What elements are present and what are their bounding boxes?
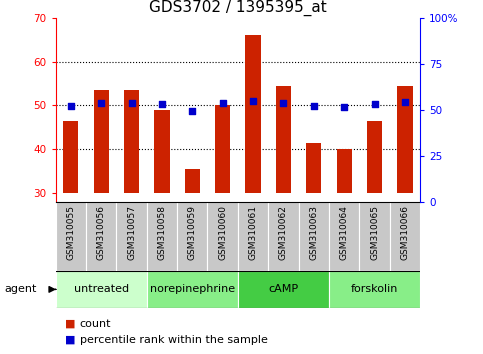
Point bbox=[219, 101, 227, 106]
Text: ■: ■ bbox=[65, 335, 76, 345]
Text: GSM310060: GSM310060 bbox=[218, 205, 227, 260]
Text: GSM310063: GSM310063 bbox=[309, 205, 318, 260]
Bar bbox=[367, 121, 382, 193]
Text: norepinephrine: norepinephrine bbox=[150, 284, 235, 295]
Bar bbox=[86, 202, 116, 271]
Bar bbox=[298, 202, 329, 271]
Text: GSM310058: GSM310058 bbox=[157, 205, 167, 260]
Point bbox=[158, 101, 166, 107]
Text: GSM310059: GSM310059 bbox=[188, 205, 197, 260]
Bar bbox=[337, 149, 352, 193]
Bar bbox=[208, 202, 238, 271]
Point bbox=[371, 101, 379, 107]
Text: GSM310064: GSM310064 bbox=[340, 205, 349, 260]
Bar bbox=[147, 271, 238, 308]
Text: agent: agent bbox=[5, 284, 37, 295]
Text: GSM310066: GSM310066 bbox=[400, 205, 410, 260]
Bar bbox=[245, 35, 261, 193]
Bar bbox=[238, 271, 329, 308]
Bar bbox=[94, 90, 109, 193]
Point bbox=[128, 101, 135, 106]
Bar bbox=[329, 202, 359, 271]
Text: percentile rank within the sample: percentile rank within the sample bbox=[80, 335, 268, 345]
Text: ■: ■ bbox=[65, 319, 76, 329]
Bar bbox=[329, 271, 420, 308]
Bar bbox=[268, 202, 298, 271]
Bar bbox=[215, 105, 230, 193]
Bar bbox=[177, 202, 208, 271]
Point bbox=[341, 104, 348, 110]
Bar bbox=[116, 202, 147, 271]
Point bbox=[401, 99, 409, 105]
Bar bbox=[276, 86, 291, 193]
Text: GSM310061: GSM310061 bbox=[249, 205, 257, 260]
Point bbox=[249, 99, 257, 104]
Bar bbox=[390, 202, 420, 271]
Bar bbox=[306, 143, 322, 193]
Text: GSM310057: GSM310057 bbox=[127, 205, 136, 260]
Bar bbox=[63, 121, 78, 193]
Bar bbox=[238, 202, 268, 271]
Point bbox=[280, 101, 287, 106]
Bar bbox=[147, 202, 177, 271]
Bar bbox=[124, 90, 139, 193]
Text: GSM310065: GSM310065 bbox=[370, 205, 379, 260]
Bar bbox=[398, 86, 412, 193]
Text: cAMP: cAMP bbox=[269, 284, 298, 295]
Title: GDS3702 / 1395395_at: GDS3702 / 1395395_at bbox=[149, 0, 327, 16]
Point bbox=[67, 103, 74, 109]
Text: forskolin: forskolin bbox=[351, 284, 398, 295]
Point bbox=[188, 108, 196, 114]
Bar bbox=[185, 169, 200, 193]
Bar bbox=[154, 110, 170, 193]
Bar bbox=[56, 202, 86, 271]
Point bbox=[97, 101, 105, 106]
Text: untreated: untreated bbox=[73, 284, 128, 295]
Bar bbox=[56, 271, 147, 308]
Text: GSM310056: GSM310056 bbox=[97, 205, 106, 260]
Text: GSM310062: GSM310062 bbox=[279, 205, 288, 260]
Bar bbox=[359, 202, 390, 271]
Text: count: count bbox=[80, 319, 111, 329]
Text: GSM310055: GSM310055 bbox=[66, 205, 75, 260]
Point bbox=[310, 103, 318, 109]
